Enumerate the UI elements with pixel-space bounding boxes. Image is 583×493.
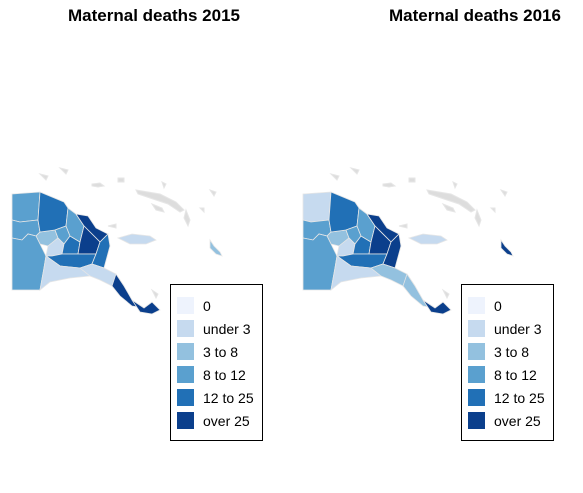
island-shape [499, 189, 508, 197]
legend-swatch [177, 320, 194, 337]
legend-item: 8 to 12 [462, 363, 553, 386]
legend-label: under 3 [494, 320, 542, 337]
choropleth-map-2015 [11, 167, 223, 315]
legend-label: 8 to 12 [203, 366, 246, 383]
province-region [302, 233, 338, 291]
island-shape [408, 177, 416, 183]
legend-swatch [177, 297, 194, 314]
island-shape [183, 208, 191, 228]
legend-item: over 25 [171, 409, 262, 432]
province-region [131, 299, 161, 315]
island-shape [58, 167, 69, 175]
legend-label: 3 to 8 [494, 343, 530, 360]
map-title-2016: Maternal deaths 2016 [389, 6, 561, 25]
legend-label: 0 [494, 297, 502, 314]
legend-swatch [177, 412, 194, 429]
island-shape [91, 182, 106, 188]
legend-item: 12 to 25 [462, 386, 553, 409]
province-region [111, 273, 145, 309]
legend-label: 0 [203, 297, 211, 314]
island-shape [441, 288, 450, 300]
legend-swatch [468, 343, 485, 360]
province-region [328, 191, 360, 233]
legend-item: over 25 [462, 409, 553, 432]
legend-label: under 3 [203, 320, 251, 337]
island-shape [452, 181, 458, 190]
province-region [116, 233, 157, 245]
legend-label: 8 to 12 [494, 366, 537, 383]
province-region [37, 191, 69, 233]
island-shape [135, 189, 185, 213]
map-panel-2015: Maternal deaths 2015 0 under 3 3 to 8 8 to … [11, 6, 263, 441]
island-shape [38, 173, 49, 181]
legend-swatch [177, 389, 194, 406]
legend-label: 12 to 25 [203, 389, 254, 406]
legend-swatch [468, 412, 485, 429]
island-shape [198, 207, 205, 214]
province-region [11, 191, 41, 223]
legend-item: 8 to 12 [171, 363, 262, 386]
legend-item: 3 to 8 [171, 340, 262, 363]
island-shape [208, 189, 217, 197]
province-region [302, 191, 332, 223]
map-title-2015: Maternal deaths 2015 [68, 6, 240, 25]
island-shape [150, 288, 159, 300]
legend-swatch [177, 366, 194, 383]
legend-item: 0 [171, 294, 262, 317]
island-shape [161, 181, 167, 190]
island-shape [489, 207, 496, 214]
legend-label: 12 to 25 [494, 389, 545, 406]
legend-label: over 25 [203, 412, 250, 429]
legend-item: 12 to 25 [171, 386, 262, 409]
legend-swatch [468, 366, 485, 383]
island-shape [382, 182, 397, 188]
island-shape [150, 202, 165, 213]
province-region [209, 238, 223, 257]
legend-item: under 3 [171, 317, 262, 340]
legend-swatch [468, 297, 485, 314]
legend-2016: 0 under 3 3 to 8 8 to 12 12 to 25 over 25 [461, 284, 554, 441]
province-region [422, 299, 452, 315]
legend-label: 3 to 8 [203, 343, 239, 360]
legend-item: 0 [462, 294, 553, 317]
map-panel-2016: Maternal deaths 2016 0 under 3 3 to 8 8 to … [291, 0, 583, 493]
island-shape [107, 223, 117, 229]
island-shape [329, 173, 340, 181]
island-shape [117, 177, 125, 183]
island-shape [426, 189, 476, 213]
province-region [500, 238, 514, 257]
province-region [407, 233, 448, 245]
island-shape [349, 167, 360, 175]
legend-label: over 25 [494, 412, 541, 429]
island-shape [398, 223, 408, 229]
legend-2015: 0 under 3 3 to 8 8 to 12 12 to 25 over 25 [170, 284, 263, 441]
legend-item: 3 to 8 [462, 340, 553, 363]
choropleth-map-2016 [302, 167, 514, 315]
legend-item: under 3 [462, 317, 553, 340]
island-shape [441, 202, 456, 213]
province-region [11, 233, 47, 291]
legend-swatch [468, 320, 485, 337]
legend-swatch [177, 343, 194, 360]
province-region [402, 273, 436, 309]
legend-swatch [468, 389, 485, 406]
island-shape [474, 208, 482, 228]
